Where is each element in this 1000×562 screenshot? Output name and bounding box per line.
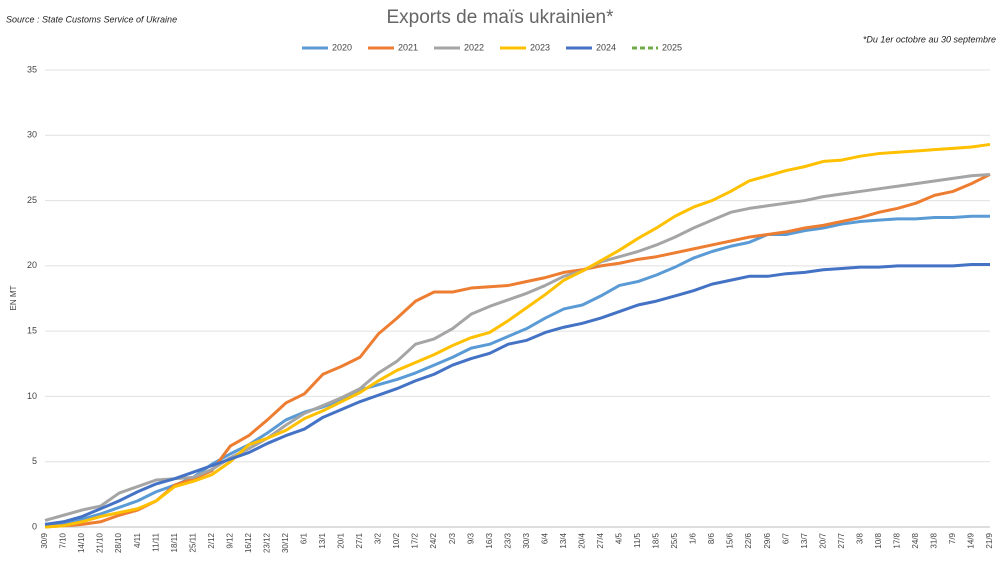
x-tick-label: 23/3 — [503, 532, 512, 548]
x-tick-label: 11/11 — [151, 532, 160, 551]
y-tick-label: 20 — [27, 260, 37, 270]
y-tick-label: 0 — [32, 521, 37, 531]
x-tick-label: 15/6 — [726, 532, 735, 548]
x-tick-label: 14/10 — [77, 532, 86, 553]
x-tick-label: 20/1 — [337, 532, 346, 548]
x-tick-label: 6/1 — [300, 532, 309, 544]
x-tick-label: 29/6 — [763, 532, 772, 548]
x-tick-label: 8/6 — [707, 532, 716, 544]
note: *Du 1er octobre au 30 septembre — [863, 34, 996, 44]
x-tick-label: 30/9 — [40, 532, 49, 548]
x-tick-label: 24/8 — [911, 532, 920, 548]
x-tick-label: 25/5 — [670, 532, 679, 548]
x-tick-label: 18/5 — [652, 532, 661, 548]
x-tick-label: 14/9 — [967, 532, 976, 548]
x-tick-label: 16/12 — [244, 532, 253, 553]
x-tick-label: 4/5 — [615, 532, 624, 544]
x-tick-label: 11/5 — [633, 532, 642, 548]
x-tick-label: 31/8 — [930, 532, 939, 548]
x-tick-label: 7/9 — [948, 532, 957, 544]
x-tick-label: 21/9 — [985, 532, 994, 548]
y-tick-label: 25 — [27, 195, 37, 205]
legend-label: 2025 — [662, 42, 682, 52]
x-tick-label: 9/3 — [466, 532, 475, 544]
y-tick-label: 30 — [27, 130, 37, 140]
y-tick-label: 35 — [27, 64, 37, 74]
x-tick-label: 23/12 — [262, 532, 271, 553]
x-tick-label: 21/10 — [96, 532, 105, 553]
legend-label: 2024 — [596, 42, 616, 52]
x-tick-label: 30/3 — [522, 532, 531, 548]
x-tick-label: 16/3 — [485, 532, 494, 548]
x-tick-label: 18/11 — [170, 532, 179, 552]
x-tick-label: 7/10 — [59, 532, 68, 548]
x-tick-label: 20/7 — [818, 532, 827, 548]
x-tick-label: 2/12 — [207, 532, 216, 548]
x-tick-label: 10/2 — [392, 532, 401, 548]
legend-label: 2023 — [530, 42, 550, 52]
x-tick-label: 27/4 — [596, 532, 605, 548]
series-line — [44, 142, 991, 529]
source: Source : State Customs Service of Ukrain… — [6, 14, 177, 24]
x-tick-label: 3/8 — [855, 532, 864, 544]
x-tick-label: 1/6 — [689, 532, 698, 544]
series-line — [44, 172, 991, 522]
x-tick-label: 9/12 — [225, 532, 234, 548]
y-tick-label: 10 — [27, 391, 37, 401]
x-tick-label: 13/7 — [800, 532, 809, 548]
x-tick-label: 6/7 — [781, 532, 790, 544]
x-tick-label: 22/6 — [744, 532, 753, 548]
x-tick-label: 3/2 — [374, 532, 383, 544]
x-tick-label: 27/1 — [355, 532, 364, 548]
legend-label: 2021 — [398, 42, 418, 52]
x-tick-label: 20/4 — [577, 532, 586, 548]
x-tick-label: 30/12 — [281, 532, 290, 553]
x-tick-label: 13/4 — [559, 532, 568, 548]
legend-label: 2020 — [332, 42, 352, 52]
x-tick-label: 25/11 — [188, 532, 197, 552]
series-line — [44, 263, 990, 526]
x-tick-label: 27/7 — [837, 532, 846, 548]
x-tick-label: 28/10 — [114, 532, 123, 553]
series-line — [44, 214, 990, 526]
chart-title: Exports de maïs ukrainien* — [386, 7, 614, 28]
x-tick-label: 4/11 — [133, 532, 142, 548]
x-tick-label: 10/8 — [874, 532, 883, 548]
x-tick-label: 17/2 — [411, 532, 420, 548]
y-axis-label: EN MT — [9, 285, 18, 310]
y-tick-label: 5 — [32, 456, 37, 466]
y-tick-label: 15 — [27, 326, 37, 336]
x-tick-label: 17/8 — [892, 532, 901, 548]
x-tick-label: 2/3 — [448, 532, 457, 544]
x-tick-label: 24/2 — [429, 532, 438, 548]
x-tick-label: 6/4 — [540, 532, 549, 544]
legend-label: 2022 — [464, 42, 484, 52]
x-tick-label: 13/1 — [318, 532, 327, 548]
